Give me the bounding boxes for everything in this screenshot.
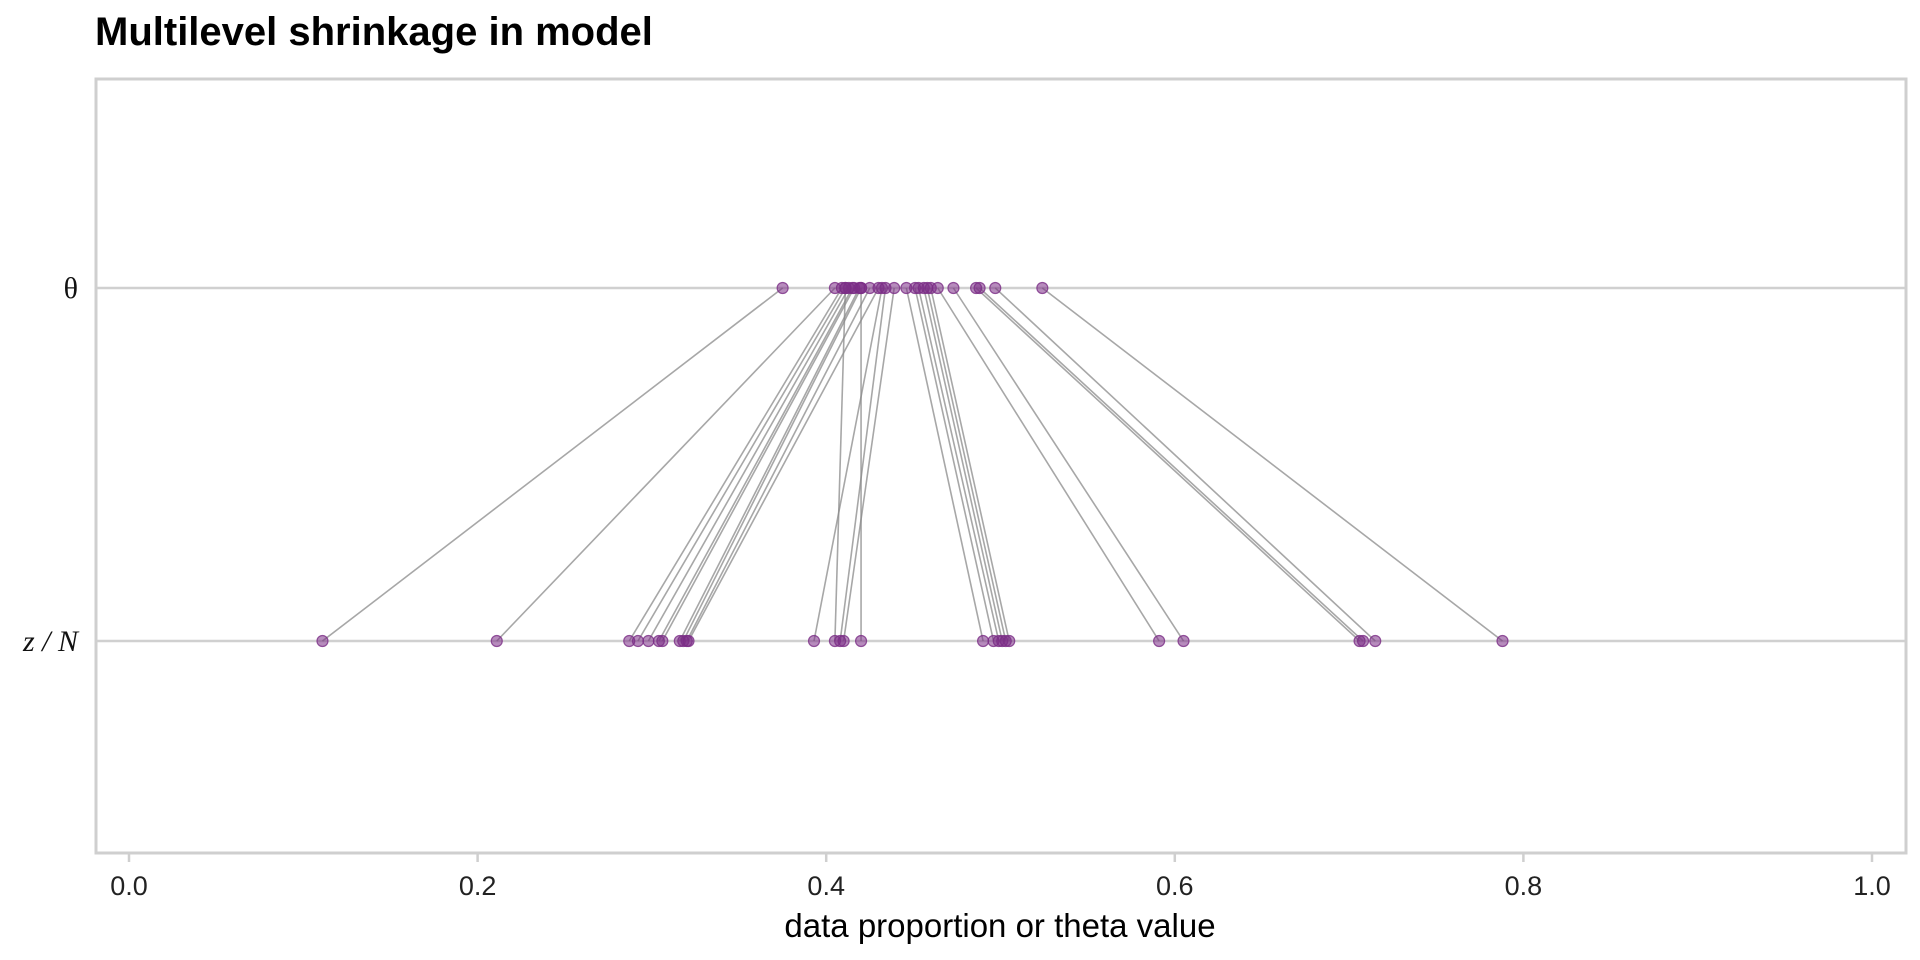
data-point-27 — [1496, 634, 1509, 648]
shrinkage-line-3 — [637, 287, 847, 642]
row-label-1: z / N — [22, 625, 80, 658]
theta-point-0 — [776, 281, 789, 295]
data-point-10 — [682, 634, 695, 648]
shrinkage-line-23 — [952, 287, 1185, 642]
x-axis-label: data proportion or theta value — [784, 907, 1215, 944]
data-points — [316, 281, 1509, 648]
plot-frame — [94, 77, 1908, 855]
x-tick-label-0: 0.0 — [110, 871, 148, 901]
theta-point-22 — [931, 281, 944, 295]
shrinkage-line-8 — [682, 287, 862, 642]
theta-point-12 — [839, 281, 852, 295]
data-point-25 — [1356, 634, 1370, 648]
data-point-21 — [1003, 634, 1016, 648]
row-gridlines — [96, 286, 1906, 643]
theta-point-25 — [973, 281, 986, 295]
row-label-0: θ — [64, 272, 78, 305]
shrinkage-line-16 — [905, 287, 984, 642]
shrinkage-line-24 — [975, 287, 1361, 642]
shrinkage-line-10 — [687, 287, 880, 642]
y-row-labels: θ z / N — [22, 272, 80, 658]
shrinkage-line-26 — [994, 287, 1376, 642]
data-point-6 — [656, 634, 669, 648]
theta-point-15 — [854, 281, 868, 295]
shrinkage-line-18 — [917, 287, 1000, 642]
data-point-0 — [316, 634, 329, 648]
shrinkage-line-21 — [929, 287, 1010, 642]
shrinkage-line-2 — [628, 287, 843, 642]
x-axis-ticks: 0.0 0.2 0.4 0.6 0.8 1.0 — [110, 853, 1891, 901]
data-point-26 — [1369, 634, 1382, 648]
theta-point-23 — [947, 281, 960, 295]
x-tick-label-1: 0.2 — [459, 871, 497, 901]
data-point-23 — [1177, 634, 1190, 648]
shrinkage-line-0 — [321, 287, 784, 642]
shrinkage-line-7 — [679, 287, 861, 642]
data-point-1 — [490, 634, 503, 648]
shrinkage-line-14 — [842, 287, 895, 642]
shrinkage-line-17 — [914, 287, 995, 642]
data-point-22 — [1153, 634, 1166, 648]
shrinkage-line-6 — [661, 287, 855, 642]
shrinkage-line-12 — [834, 287, 847, 642]
shrinkage-line-5 — [658, 287, 854, 642]
data-point-11 — [807, 634, 821, 648]
shrinkage-line-4 — [647, 287, 850, 642]
shrinkage-line-27 — [1041, 287, 1503, 642]
theta-point-26 — [989, 281, 1002, 295]
data-point-3 — [631, 634, 645, 648]
theta-point-14 — [888, 281, 901, 295]
x-tick-label-4: 0.8 — [1505, 871, 1543, 901]
shrinkage-line-25 — [979, 287, 1364, 642]
data-point-14 — [837, 634, 850, 648]
chart-title: Multilevel shrinkage in model — [95, 10, 653, 54]
data-point-16 — [976, 634, 990, 648]
shrinkage-line-9 — [686, 287, 871, 642]
data-point-15 — [854, 634, 868, 648]
x-tick-label-2: 0.4 — [807, 871, 845, 901]
shrinkage-line-20 — [926, 287, 1007, 642]
shrinkage-line-19 — [923, 287, 1004, 642]
data-point-4 — [642, 634, 655, 648]
shrinkage-line-11 — [813, 287, 883, 642]
theta-point-27 — [1036, 281, 1049, 295]
shrinkage-lines — [321, 287, 1503, 642]
x-tick-label-5: 1.0 — [1853, 871, 1891, 901]
x-tick-label-3: 0.6 — [1156, 871, 1194, 901]
shrinkage-line-13 — [839, 287, 887, 642]
shrinkage-line-1 — [496, 287, 836, 642]
shrinkage-line-22 — [937, 287, 1160, 642]
